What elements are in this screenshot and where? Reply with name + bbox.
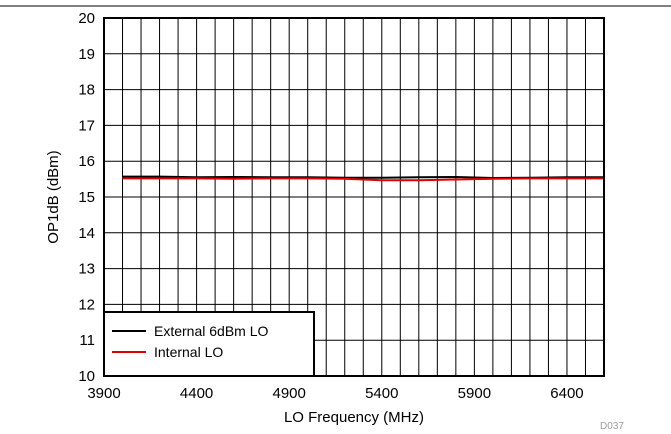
y-tick-label: 18: [78, 82, 95, 99]
y-tick-label: 19: [78, 46, 95, 63]
y-axis-label: OP1dB (dBm): [45, 150, 62, 243]
y-tick-label: 20: [78, 10, 95, 27]
y-tick-label: 10: [78, 368, 95, 385]
figure-code: D037: [600, 421, 624, 429]
x-tick-label: 5400: [365, 385, 398, 402]
y-tick-label: 16: [78, 153, 95, 170]
x-tick-label: 6400: [550, 385, 583, 402]
x-axis-label: LO Frequency (MHz): [284, 409, 424, 426]
y-tick-label: 12: [78, 296, 95, 313]
y-tick-label: 14: [78, 225, 95, 242]
y-tick-label: 13: [78, 261, 95, 278]
series-line: [123, 178, 605, 180]
y-tick-label: 11: [79, 332, 95, 349]
legend-label: External 6dBm LO: [154, 323, 268, 339]
legend: External 6dBm LO Internal LO: [104, 312, 314, 376]
x-tick-label: 3900: [87, 385, 120, 402]
legend-label: Internal LO: [154, 344, 223, 360]
series-lines: [123, 177, 605, 181]
x-tick-label: 4400: [180, 385, 213, 402]
x-tick-label: 4900: [272, 385, 305, 402]
x-tick-label: 5900: [458, 385, 491, 402]
y-tick-label: 17: [78, 117, 95, 134]
y-tick-label: 15: [78, 189, 95, 206]
